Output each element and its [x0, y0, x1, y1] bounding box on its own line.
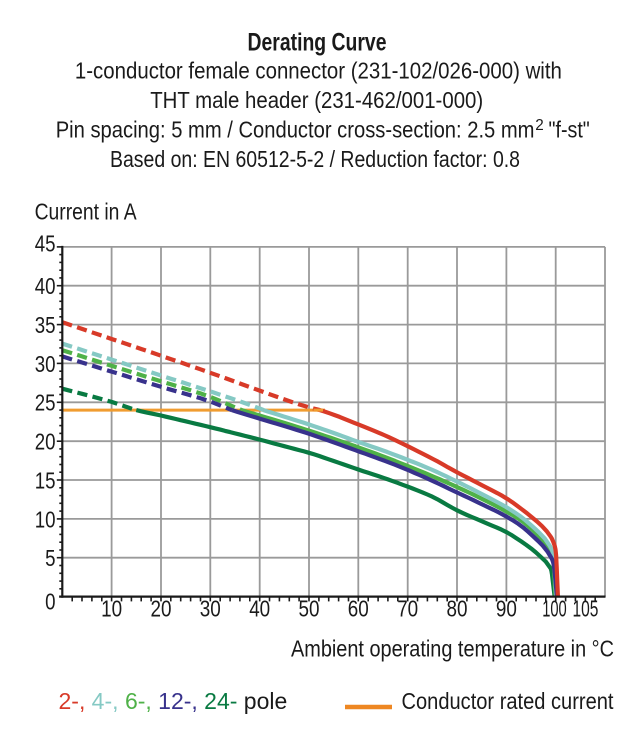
svg-text:12-,: 12-,: [152, 688, 198, 714]
svg-text:30: 30: [200, 596, 221, 622]
svg-text:Ambient operating temperature: Ambient operating temperature in °C: [291, 636, 614, 662]
svg-text:"f-st": "f-st": [549, 117, 590, 143]
svg-text:40: 40: [249, 596, 270, 622]
svg-text:5: 5: [45, 545, 55, 571]
svg-text:30: 30: [35, 351, 56, 377]
svg-text:70: 70: [397, 596, 418, 622]
svg-text:Conductor rated current: Conductor rated current: [402, 688, 615, 714]
svg-text:Derating Curve: Derating Curve: [248, 28, 387, 56]
svg-text:90: 90: [496, 596, 517, 622]
svg-text:20: 20: [151, 596, 172, 622]
svg-text:24-: 24-: [198, 688, 238, 714]
svg-text:1-conductor female connector (: 1-conductor female connector (231-102/02…: [75, 57, 562, 83]
svg-text:THT male header (231-462/001-0: THT male header (231-462/001-000): [150, 87, 483, 113]
svg-text:4-,: 4-,: [85, 688, 118, 714]
svg-text:60: 60: [348, 596, 369, 622]
svg-text:25: 25: [35, 390, 56, 416]
svg-text:40: 40: [35, 273, 56, 299]
svg-text:6-,: 6-,: [119, 688, 152, 714]
svg-text:50: 50: [299, 596, 320, 622]
svg-text:10: 10: [101, 596, 122, 622]
svg-text:35: 35: [35, 312, 56, 338]
svg-text:2-,: 2-,: [59, 688, 86, 714]
svg-text:0: 0: [45, 588, 55, 614]
svg-text:Current in A: Current in A: [35, 199, 138, 225]
svg-text:45: 45: [35, 230, 56, 256]
svg-text:Based on: EN 60512-5-2 / Reduc: Based on: EN 60512-5-2 / Reduction facto…: [110, 146, 520, 172]
svg-text:10: 10: [35, 506, 56, 532]
svg-text:pole: pole: [237, 688, 287, 714]
svg-text:20: 20: [35, 429, 56, 455]
svg-text:2: 2: [535, 117, 544, 134]
svg-text:Pin spacing: 5 mm / Conductor: Pin spacing: 5 mm / Conductor cross-sect…: [56, 117, 535, 143]
svg-text:80: 80: [447, 596, 468, 622]
svg-text:105: 105: [573, 596, 599, 622]
svg-text:15: 15: [35, 467, 56, 493]
svg-text:100: 100: [542, 596, 567, 622]
